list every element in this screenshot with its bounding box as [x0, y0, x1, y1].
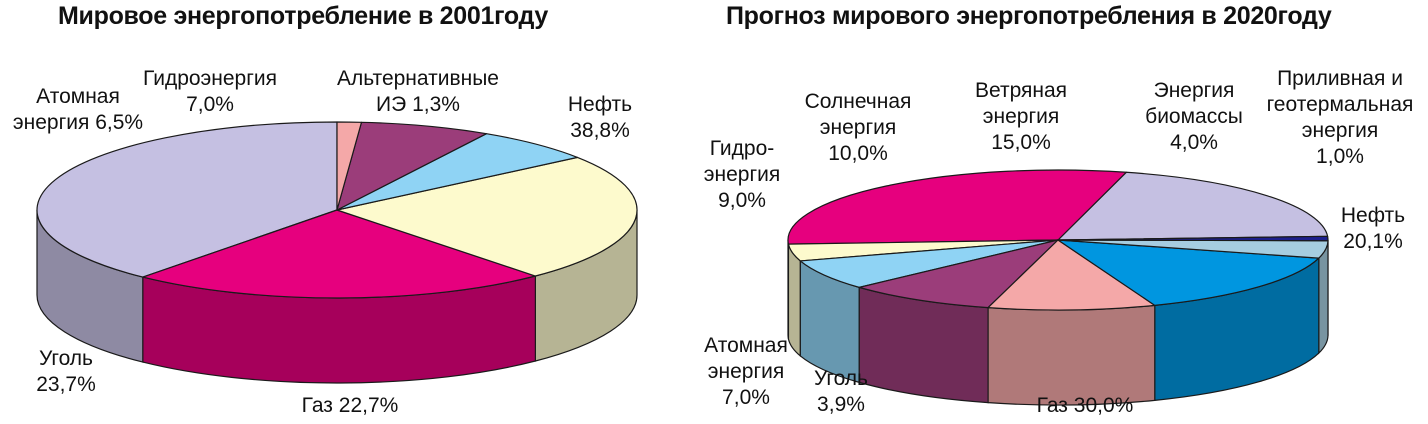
label-line: 3,9%: [817, 393, 865, 416]
label-line: 9,0%: [718, 189, 766, 212]
pie1-label-гидроэнергия: Гидроэнергия 7,0%: [143, 66, 277, 118]
pie1-label-газ: Газ 22,7%: [302, 393, 399, 419]
label-line: ИЭ 1,3%: [376, 93, 460, 116]
pie1-label-атомная-энергия: Атомная энергия 6,5%: [13, 84, 143, 136]
label-line: Гидро-: [709, 137, 775, 160]
label-line: 23,7%: [36, 373, 96, 396]
label-line: Нефть: [1340, 204, 1406, 227]
label-line: 4,0%: [1170, 131, 1218, 154]
pie1-slice-атомная-энергия: [336, 133, 579, 211]
label-line: энергия: [982, 105, 1060, 128]
chart-title-2001: Мировое энергопотребление в 2001году: [58, 2, 548, 30]
label-line: Газ 22,7%: [301, 394, 399, 417]
label-line: Уголь: [38, 347, 94, 370]
pie2-slice-солнечная-энергия: [987, 239, 1156, 311]
label-line: Гидроэнергия: [143, 67, 277, 90]
pie2-label-газ: Газ 30,0%: [1037, 393, 1134, 419]
label-line: энергия: [707, 360, 785, 383]
pie2-side-солнечная-энергия: [987, 304, 1156, 406]
pie2-label-приливная-и-геотермальная-энергия: Приливная и геотермальная энергия 1,0%: [1267, 66, 1414, 170]
pie2-label-гидроэнергия: Гидро-энергия 9,0%: [704, 136, 780, 214]
chart-title-2020: Прогноз мирового энергопотребления в 202…: [726, 2, 1332, 30]
label-line: 20,1%: [1343, 230, 1403, 253]
pie1-label-уголь: Уголь 23,7%: [36, 346, 96, 398]
pie1-slice-гидроэнергия: [336, 121, 488, 211]
label-line: геотермальная: [1266, 93, 1414, 116]
pie2-slice-атомная-энергия: [799, 239, 1059, 288]
label-line: Ветряная: [974, 79, 1068, 102]
label-line: Энергия: [1153, 79, 1235, 102]
pie2-label-атомная-энергия: Атомная энергия 7,0%: [704, 333, 788, 411]
pie1-label-альтернативные-иэ: Альтернативные ИЭ 1,3%: [337, 66, 499, 118]
label-line: Альтернативные: [337, 67, 499, 90]
pie2-slice-ветряная-энергия: [1057, 239, 1320, 306]
label-line: 38,8%: [570, 119, 630, 142]
pie2-slice-приливная-и-геотермальная-энергия: [1057, 235, 1329, 242]
pie2-label-солнечная-энергия: Солнечная энергия 10,0%: [805, 89, 912, 167]
label-line: энергия 6,5%: [12, 111, 144, 134]
label-line: биомассы: [1145, 105, 1243, 128]
pie2-label-нефть: Нефть 20,1%: [1341, 203, 1405, 255]
label-line: энергия: [703, 163, 781, 186]
pie2-slice-нефть: [1057, 171, 1329, 241]
pie1-slice-нефть: [36, 121, 338, 278]
pie-chart-2001: [36, 121, 638, 384]
label-line: 10,0%: [828, 142, 888, 165]
pie1-slice-газ: [142, 209, 536, 299]
label-line: Газ 30,0%: [1036, 394, 1134, 417]
label-line: Нефть: [567, 93, 633, 116]
label-line: 1,0%: [1316, 145, 1364, 168]
label-line: 7,0%: [186, 93, 234, 116]
label-line: энергия: [1301, 119, 1379, 142]
label-line: Уголь: [813, 367, 869, 390]
pie2-label-энергия-биомассы: Энергия биомассы 4,0%: [1145, 78, 1243, 156]
pie2-label-ветряная-энергия: Ветряная энергия 15,0%: [975, 78, 1067, 156]
label-line: энергия: [819, 116, 897, 139]
label-line: Приливная и: [1277, 67, 1403, 90]
label-line: Атомная: [36, 85, 120, 108]
pie1-slice-уголь: [336, 156, 638, 277]
pie1-label-нефть: Нефть 38,8%: [568, 92, 632, 144]
pie2-slice-гидроэнергия: [858, 239, 1059, 309]
pie1-slice-альтернативные-иэ: [336, 121, 363, 211]
pie2-side-уголь: [787, 243, 801, 358]
pie2-label-уголь: Уголь 3,9%: [814, 366, 868, 418]
pie2-slice-газ: [787, 169, 1127, 245]
label-line: Солнечная: [804, 90, 912, 113]
label-line: Атомная: [704, 334, 788, 357]
label-line: 7,0%: [722, 386, 770, 409]
label-line: 15,0%: [991, 131, 1051, 154]
